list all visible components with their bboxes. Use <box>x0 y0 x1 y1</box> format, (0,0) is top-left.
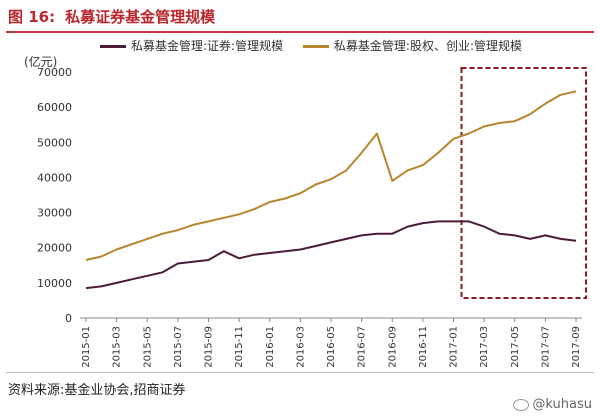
x-tick-label: 2017-01 <box>449 326 460 368</box>
x-tick-label: 2015-11 <box>234 326 245 368</box>
x-tick-label: 2016-05 <box>326 326 337 368</box>
legend-item-equity: 私募基金管理:股权、创业:管理规模 <box>302 37 523 54</box>
x-tick-label: 2016-09 <box>387 326 398 368</box>
y-tick-label: 20000 <box>37 242 72 255</box>
x-tick-label: 2017-07 <box>540 326 551 368</box>
figure-title: 图 16: 私募证券基金管理规模 <box>8 6 215 27</box>
x-tick-label: 2016-03 <box>295 326 306 368</box>
legend-swatch-equity <box>302 45 329 48</box>
figure-heading: 私募证券基金管理规模 <box>65 8 216 26</box>
x-tick-label: 2015-05 <box>142 326 153 368</box>
source-divider <box>6 372 594 373</box>
y-tick-label: 10000 <box>37 277 72 290</box>
y-tick-label: 30000 <box>37 207 72 220</box>
x-tick-label: 2015-03 <box>112 326 123 368</box>
legend-item-securities: 私募基金管理:证券:管理规模 <box>100 37 283 54</box>
y-tick-label: 70000 <box>37 66 72 79</box>
x-tick-label: 2017-09 <box>571 326 582 368</box>
legend-swatch-securities <box>100 45 126 48</box>
legend-label-securities: 私募基金管理:证券:管理规模 <box>131 39 284 53</box>
x-tick-label: 2015-07 <box>173 326 184 368</box>
x-tick-label: 2016-07 <box>357 326 368 368</box>
x-tick-label: 2016-01 <box>265 326 276 368</box>
figure-number: 图 16: <box>8 8 56 26</box>
title-divider <box>6 31 594 33</box>
series-line-equity <box>85 90 577 261</box>
y-tick-label: 40000 <box>37 171 72 184</box>
line-chart: (亿元) 0 10000 20000 30000 40000 50000 60000 70000… <box>24 54 587 368</box>
chart-legend: 私募基金管理:证券:管理规模 私募基金管理:股权、创业:管理规模 <box>100 37 538 54</box>
y-unit-label: (亿元) <box>24 54 57 69</box>
y-tick-label: 50000 <box>37 136 72 149</box>
x-tick-label: 2017-05 <box>510 326 521 368</box>
x-tick-label: 2017-03 <box>479 326 490 368</box>
source-note: 资料来源:基金业协会,招商证券 <box>8 383 186 398</box>
watermark-text: @kuhasu <box>532 397 592 412</box>
weibo-icon <box>513 398 530 411</box>
x-tick-label: 2015-01 <box>81 326 92 368</box>
series-line-securities <box>85 220 577 290</box>
x-tick-label: 2015-09 <box>204 326 215 368</box>
y-tick-label: 60000 <box>37 101 72 114</box>
highlight-box <box>460 67 587 299</box>
legend-label-equity: 私募基金管理:股权、创业:管理规模 <box>333 39 523 53</box>
y-tick-label: 0 <box>65 312 72 325</box>
x-tick-label: 2016-11 <box>418 326 429 368</box>
watermark: @kuhasu <box>513 397 592 412</box>
